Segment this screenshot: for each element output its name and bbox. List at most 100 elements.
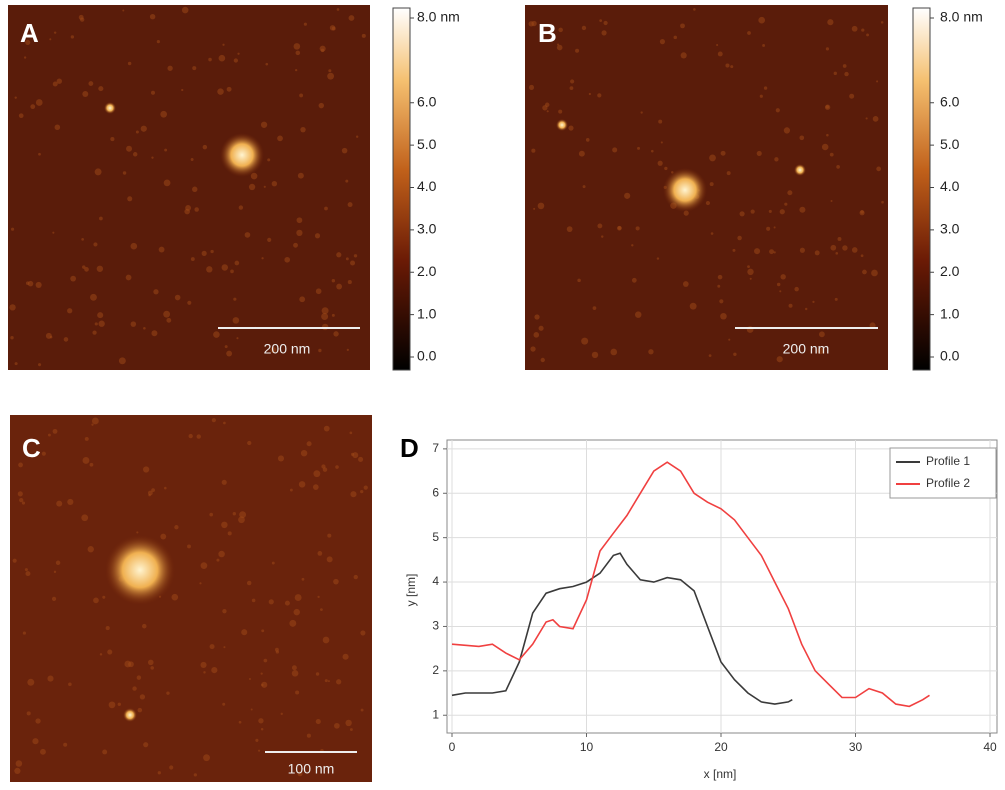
panel-label: C bbox=[22, 433, 41, 463]
texture-dot bbox=[184, 208, 190, 215]
texture-dot bbox=[322, 467, 328, 472]
texture-dot bbox=[167, 65, 173, 71]
texture-dot bbox=[230, 269, 234, 274]
colorbar bbox=[912, 7, 931, 371]
texture-dot bbox=[203, 754, 210, 762]
texture-dot bbox=[754, 248, 761, 255]
texture-dot bbox=[709, 154, 716, 162]
x-tick-label: 10 bbox=[580, 740, 594, 754]
texture-dot bbox=[218, 54, 226, 62]
texture-dot bbox=[105, 626, 110, 631]
texture-dot bbox=[164, 486, 167, 490]
texture-dot bbox=[708, 354, 712, 357]
texture-dot bbox=[717, 284, 721, 288]
texture-dot bbox=[89, 462, 94, 467]
texture-dot bbox=[824, 104, 831, 110]
texture-dot bbox=[221, 264, 229, 271]
y-tick-label: 7 bbox=[432, 441, 439, 455]
texture-dot bbox=[274, 647, 279, 652]
texture-dot bbox=[293, 43, 301, 50]
texture-dot bbox=[250, 708, 253, 711]
texture-dot bbox=[530, 346, 536, 352]
texture-dot bbox=[166, 317, 172, 323]
texture-dot bbox=[814, 250, 820, 256]
texture-dot bbox=[783, 127, 791, 134]
texture-dot bbox=[18, 462, 23, 468]
texture-dot bbox=[150, 90, 156, 95]
texture-dot bbox=[137, 707, 143, 713]
colorbar-tick-label: 0.0 bbox=[940, 348, 960, 364]
texture-dot bbox=[538, 325, 544, 331]
texture-dot bbox=[232, 512, 236, 516]
texture-dot bbox=[232, 317, 240, 324]
texture-dot bbox=[122, 9, 125, 12]
colorbar-tick-label: 1.0 bbox=[417, 305, 437, 321]
texture-dot bbox=[353, 254, 358, 258]
texture-dot bbox=[682, 281, 689, 287]
y-tick-label: 2 bbox=[432, 663, 439, 677]
texture-dot bbox=[206, 266, 213, 273]
scale-bar-label: 100 nm bbox=[288, 761, 335, 777]
texture-dot bbox=[315, 288, 322, 295]
x-tick-label: 0 bbox=[449, 740, 456, 754]
x-tick-label: 30 bbox=[849, 740, 863, 754]
texture-dot bbox=[779, 209, 785, 215]
texture-dot bbox=[345, 719, 352, 727]
texture-dot bbox=[98, 86, 104, 92]
texture-dot bbox=[345, 257, 349, 261]
texture-dot bbox=[804, 307, 808, 311]
texture-dot bbox=[361, 33, 366, 38]
texture-dot bbox=[336, 679, 342, 685]
texture-dot bbox=[634, 311, 642, 318]
texture-dot bbox=[25, 281, 30, 286]
texture-dot bbox=[260, 727, 264, 731]
texture-dot bbox=[631, 277, 637, 283]
texture-dot bbox=[773, 226, 776, 229]
texture-dot bbox=[347, 202, 353, 208]
texture-dot bbox=[617, 226, 622, 230]
panel-label: D bbox=[400, 433, 419, 463]
texture-dot bbox=[160, 110, 168, 118]
texture-dot bbox=[835, 252, 839, 255]
texture-dot bbox=[871, 269, 878, 277]
texture-dot bbox=[82, 457, 90, 464]
texture-dot bbox=[317, 595, 320, 599]
texture-dot bbox=[739, 211, 745, 217]
texture-dot bbox=[224, 345, 228, 349]
texture-dot bbox=[210, 249, 214, 254]
texture-dot bbox=[719, 299, 724, 304]
texture-dot bbox=[53, 570, 57, 574]
texture-dot bbox=[149, 13, 156, 20]
texture-dot bbox=[213, 331, 220, 338]
texture-dot bbox=[531, 20, 537, 27]
particle bbox=[104, 102, 116, 114]
texture-dot bbox=[261, 681, 268, 688]
texture-dot bbox=[63, 742, 68, 747]
texture-dot bbox=[38, 363, 42, 367]
texture-dot bbox=[151, 156, 154, 159]
texture-dot bbox=[592, 306, 597, 310]
texture-dot bbox=[238, 720, 242, 724]
y-tick-label: 3 bbox=[432, 619, 439, 633]
texture-dot bbox=[202, 144, 208, 150]
texture-dot bbox=[303, 22, 307, 26]
particle bbox=[556, 119, 568, 131]
texture-dot bbox=[664, 166, 668, 171]
texture-dot bbox=[597, 223, 603, 229]
texture-dot bbox=[14, 96, 17, 99]
texture-dot bbox=[747, 268, 754, 276]
texture-dot bbox=[118, 357, 126, 365]
texture-dot bbox=[91, 423, 94, 426]
texture-dot bbox=[315, 672, 320, 676]
texture-dot bbox=[18, 113, 24, 119]
texture-dot bbox=[19, 497, 24, 503]
texture-dot bbox=[673, 35, 678, 40]
texture-dot bbox=[14, 362, 18, 366]
texture-dot bbox=[96, 265, 104, 272]
texture-dot bbox=[842, 64, 847, 68]
texture-dot bbox=[78, 14, 84, 20]
texture-dot bbox=[345, 179, 349, 183]
texture-dot bbox=[763, 86, 768, 90]
texture-dot bbox=[10, 227, 15, 231]
texture-dot bbox=[612, 147, 618, 153]
